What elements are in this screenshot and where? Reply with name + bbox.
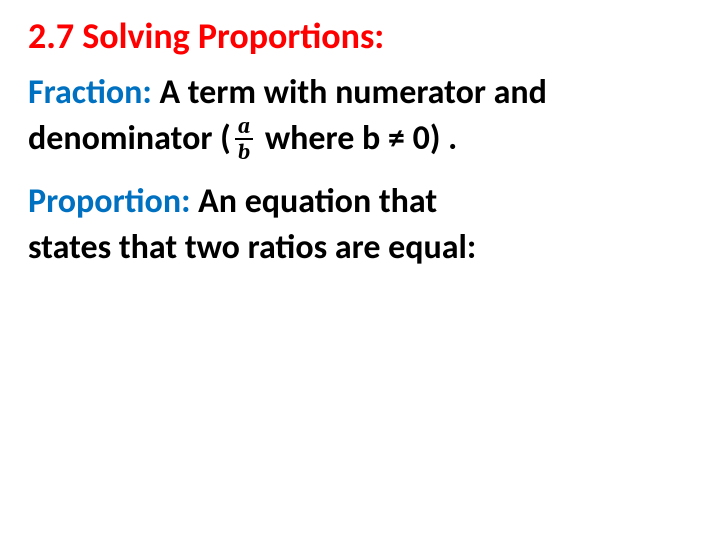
definition-proportion: Proportion: An equation that states that… — [28, 179, 692, 271]
section-title: 2.7 Solving Proportions: — [28, 14, 692, 58]
definition-line-1: Proportion: An equation that — [28, 179, 692, 225]
definition-text: An equation that — [198, 181, 437, 222]
definition-fraction: Fraction: A term with numerator and deno… — [28, 70, 692, 165]
fraction-denominator: b — [235, 140, 253, 163]
term-label-proportion: Proportion: — [28, 181, 198, 222]
term-label-fraction: Fraction: — [28, 72, 159, 113]
definition-text: states that two ratios are equal: — [28, 227, 476, 268]
definition-text: where b ≠ 0) . — [257, 118, 457, 159]
definition-line-2: denominator (ab where b ≠ 0) . — [28, 116, 692, 165]
definition-text: A term with numerator and — [159, 72, 546, 113]
definition-text: denominator ( — [28, 118, 231, 159]
definition-line-1: Fraction: A term with numerator and — [28, 70, 692, 116]
definition-line-2: states that two ratios are equal: — [28, 225, 692, 271]
fraction-a-over-b: ab — [235, 115, 253, 163]
fraction-numerator: a — [235, 115, 253, 140]
